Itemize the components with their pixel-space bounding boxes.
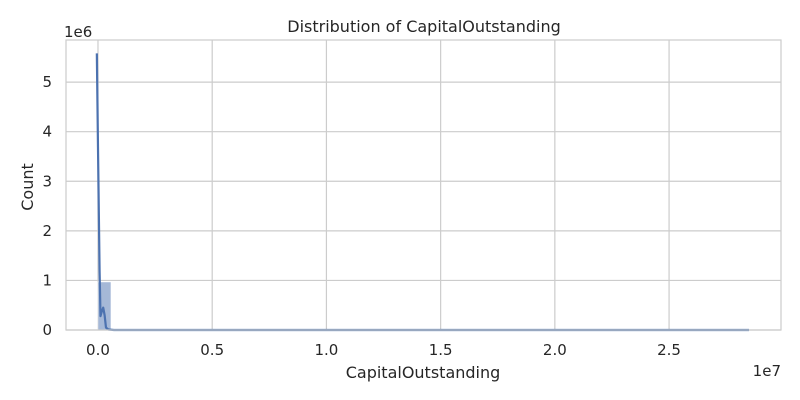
kde-curve — [95, 53, 750, 332]
x-tick-label: 1.0 — [314, 341, 338, 359]
plot-frame — [65, 39, 782, 331]
y-tick-label: 2 — [42, 222, 52, 240]
y-axis-ticks: 0 1 2 3 4 5 — [42, 73, 52, 339]
y-axis-offset-label: 1e6 — [64, 23, 92, 41]
x-axis-label: CapitalOutstanding — [346, 363, 501, 382]
y-tick-label: 1 — [42, 271, 52, 289]
x-tick-label: 2.5 — [657, 341, 681, 359]
y-tick-label: 0 — [42, 321, 52, 339]
x-tick-label: 2.0 — [543, 341, 567, 359]
grid-lines — [66, 40, 781, 331]
y-tick-label: 4 — [42, 123, 52, 141]
x-tick-label: 0.0 — [86, 341, 110, 359]
x-axis-offset-label: 1e7 — [753, 362, 781, 380]
y-tick-label: 5 — [42, 73, 52, 91]
y-tick-label: 3 — [42, 172, 52, 190]
x-axis-ticks: 0.0 0.5 1.0 1.5 2.0 2.5 — [86, 341, 681, 359]
x-tick-label: 1.5 — [429, 341, 453, 359]
kde-curve-layer — [95, 53, 750, 332]
chart-title: Distribution of CapitalOutstanding — [287, 17, 561, 36]
x-tick-label: 0.5 — [200, 341, 224, 359]
y-axis-label: Count — [18, 163, 37, 211]
